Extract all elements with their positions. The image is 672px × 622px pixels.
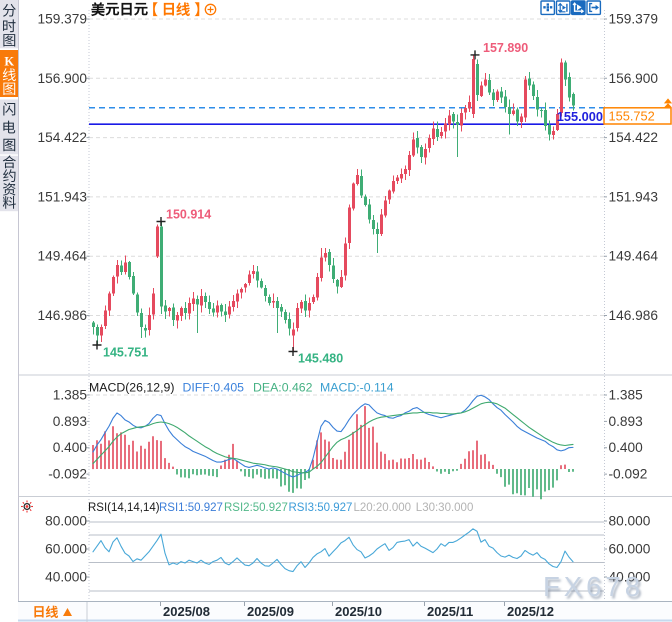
svg-text:RSI3:50.927: RSI3:50.927 <box>289 502 353 514</box>
svg-text:2025/09: 2025/09 <box>247 604 294 619</box>
svg-text:MACD:-0.114: MACD:-0.114 <box>320 381 394 395</box>
svg-text:1.385: 1.385 <box>53 388 88 403</box>
svg-text:RSI(14,14,14): RSI(14,14,14) <box>88 502 160 514</box>
svg-text:DIFF:0.405: DIFF:0.405 <box>183 381 245 395</box>
svg-text:155.752: 155.752 <box>609 109 655 124</box>
svg-text:40.000: 40.000 <box>45 570 87 585</box>
svg-text:150.914: 150.914 <box>166 208 211 222</box>
svg-text:146.986: 146.986 <box>38 308 88 323</box>
svg-text:RSI1:50.927: RSI1:50.927 <box>159 502 223 514</box>
svg-text:60.000: 60.000 <box>45 542 87 557</box>
svg-text:154.422: 154.422 <box>38 130 87 145</box>
svg-text:DEA:0.462: DEA:0.462 <box>253 381 313 395</box>
svg-text:154.422: 154.422 <box>609 130 658 145</box>
svg-text:40.000: 40.000 <box>609 570 651 585</box>
svg-text:146.986: 146.986 <box>609 308 659 323</box>
svg-text:0.893: 0.893 <box>609 414 644 429</box>
svg-text:0.400: 0.400 <box>609 440 644 455</box>
svg-text:2025/11: 2025/11 <box>427 604 473 619</box>
svg-text:145.480: 145.480 <box>298 352 343 366</box>
svg-text:156.900: 156.900 <box>609 71 659 86</box>
svg-text:156.900: 156.900 <box>38 71 88 86</box>
svg-text:-0.092: -0.092 <box>609 467 648 482</box>
svg-text:MACD(26,12,9): MACD(26,12,9) <box>89 381 174 395</box>
svg-text:145.751: 145.751 <box>103 346 148 360</box>
svg-text:159.379: 159.379 <box>38 12 87 27</box>
svg-text:1.385: 1.385 <box>609 388 644 403</box>
svg-text:K: K <box>4 54 14 68</box>
svg-text:2025/12: 2025/12 <box>507 604 554 619</box>
svg-text:-0.092: -0.092 <box>48 467 87 482</box>
svg-text:80.000: 80.000 <box>45 514 87 529</box>
svg-text:149.464: 149.464 <box>38 249 88 264</box>
svg-text:151.943: 151.943 <box>609 189 659 204</box>
svg-text:157.890: 157.890 <box>483 41 528 55</box>
svg-text:159.379: 159.379 <box>609 12 658 27</box>
svg-text:0.893: 0.893 <box>53 414 88 429</box>
svg-text:60.000: 60.000 <box>609 542 651 557</box>
svg-text:2025/10: 2025/10 <box>335 604 382 619</box>
svg-text:L20:20.000: L20:20.000 <box>354 502 412 514</box>
svg-text:0.400: 0.400 <box>53 440 88 455</box>
svg-text:L30:30.000: L30:30.000 <box>416 502 474 514</box>
svg-text:FX678: FX678 <box>543 571 644 602</box>
svg-text:151.943: 151.943 <box>38 189 88 204</box>
svg-text:80.000: 80.000 <box>609 514 651 529</box>
svg-text:2025/08: 2025/08 <box>163 604 210 619</box>
svg-text:155.000: 155.000 <box>557 109 603 124</box>
svg-text:149.464: 149.464 <box>609 249 659 264</box>
svg-text:RSI2:50.927: RSI2:50.927 <box>224 502 288 514</box>
